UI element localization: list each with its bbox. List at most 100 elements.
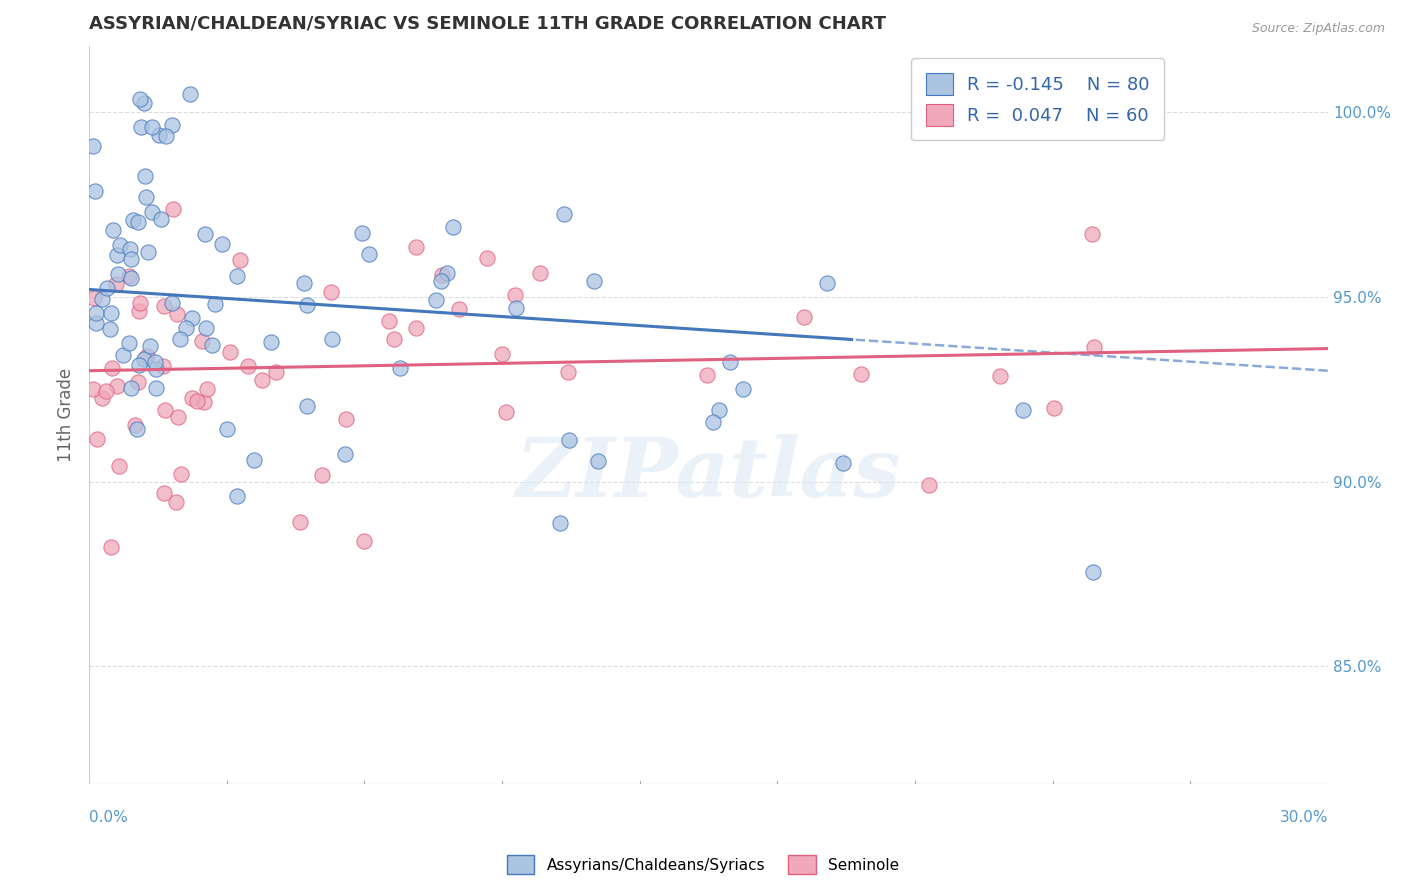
Point [135,349,157,363]
Point [495,405,517,419]
Text: Source: ZipAtlas.com: Source: ZipAtlas.com [1251,22,1385,36]
Point [194,321,217,335]
Point [441,219,464,234]
Point [1012,402,1035,417]
Point [311,467,333,482]
Point [162,202,184,216]
Point [429,274,451,288]
Point [405,240,427,254]
Point [86,432,108,446]
Point [145,381,167,395]
Point [696,368,718,383]
Point [104,277,127,291]
Point [201,338,224,352]
Point [162,296,184,310]
Point [82,139,104,153]
Point [128,92,150,106]
Point [107,267,129,281]
Point [503,288,526,302]
Point [718,355,741,369]
Point [264,365,287,379]
Point [169,332,191,346]
Legend: Assyrians/Chaldeans/Syriacs, Seminole: Assyrians/Chaldeans/Syriacs, Seminole [501,849,905,880]
Point [297,399,319,413]
Point [170,467,193,481]
Point [295,298,318,312]
Point [84,316,107,330]
Point [155,129,177,144]
Point [134,169,156,183]
Point [128,304,150,318]
Point [290,516,312,530]
Point [558,434,581,448]
Point [505,301,527,315]
Point [180,391,202,405]
Point [84,184,107,198]
Point [155,403,177,417]
Point [292,277,315,291]
Point [553,207,575,221]
Point [100,540,122,554]
Point [849,367,872,381]
Point [83,291,105,305]
Point [117,335,139,350]
Point [150,212,173,227]
Point [145,361,167,376]
Point [82,382,104,396]
Point [990,368,1012,383]
Point [702,415,724,429]
Point [1081,227,1104,241]
Point [211,237,233,252]
Point [382,332,405,346]
Point [167,410,190,425]
Point [430,268,453,282]
Point [236,359,259,373]
Point [100,305,122,319]
Point [215,422,238,436]
Point [229,252,252,267]
Point [96,281,118,295]
Point [586,453,609,467]
Y-axis label: 11th Grade: 11th Grade [58,368,75,462]
Point [127,422,149,436]
Point [120,252,142,266]
Point [425,293,447,308]
Point [124,417,146,432]
Point [1043,401,1066,415]
Point [832,456,855,470]
Point [139,339,162,353]
Point [148,128,170,142]
Point [101,361,124,376]
Point [91,391,114,405]
Text: ASSYRIAN/CHALDEAN/SYRIAC VS SEMINOLE 11TH GRADE CORRELATION CHART: ASSYRIAN/CHALDEAN/SYRIAC VS SEMINOLE 11T… [89,15,886,33]
Point [250,373,273,387]
Point [260,334,283,349]
Point [176,320,198,334]
Point [436,266,458,280]
Point [378,314,401,328]
Point [96,384,118,399]
Point [226,489,249,503]
Point [152,359,174,373]
Point [166,307,188,321]
Point [131,120,153,134]
Point [707,402,730,417]
Point [793,310,815,325]
Point [447,302,470,317]
Point [405,321,427,335]
Point [557,365,579,379]
Point [132,95,155,110]
Point [162,119,184,133]
Point [127,215,149,229]
Point [321,332,343,346]
Point [204,297,226,311]
Point [135,190,157,204]
Point [108,459,131,474]
Point [181,310,204,325]
Point [91,292,114,306]
Point [357,246,380,260]
Point [129,296,152,310]
Point [350,226,373,240]
Point [121,212,143,227]
Point [127,375,149,389]
